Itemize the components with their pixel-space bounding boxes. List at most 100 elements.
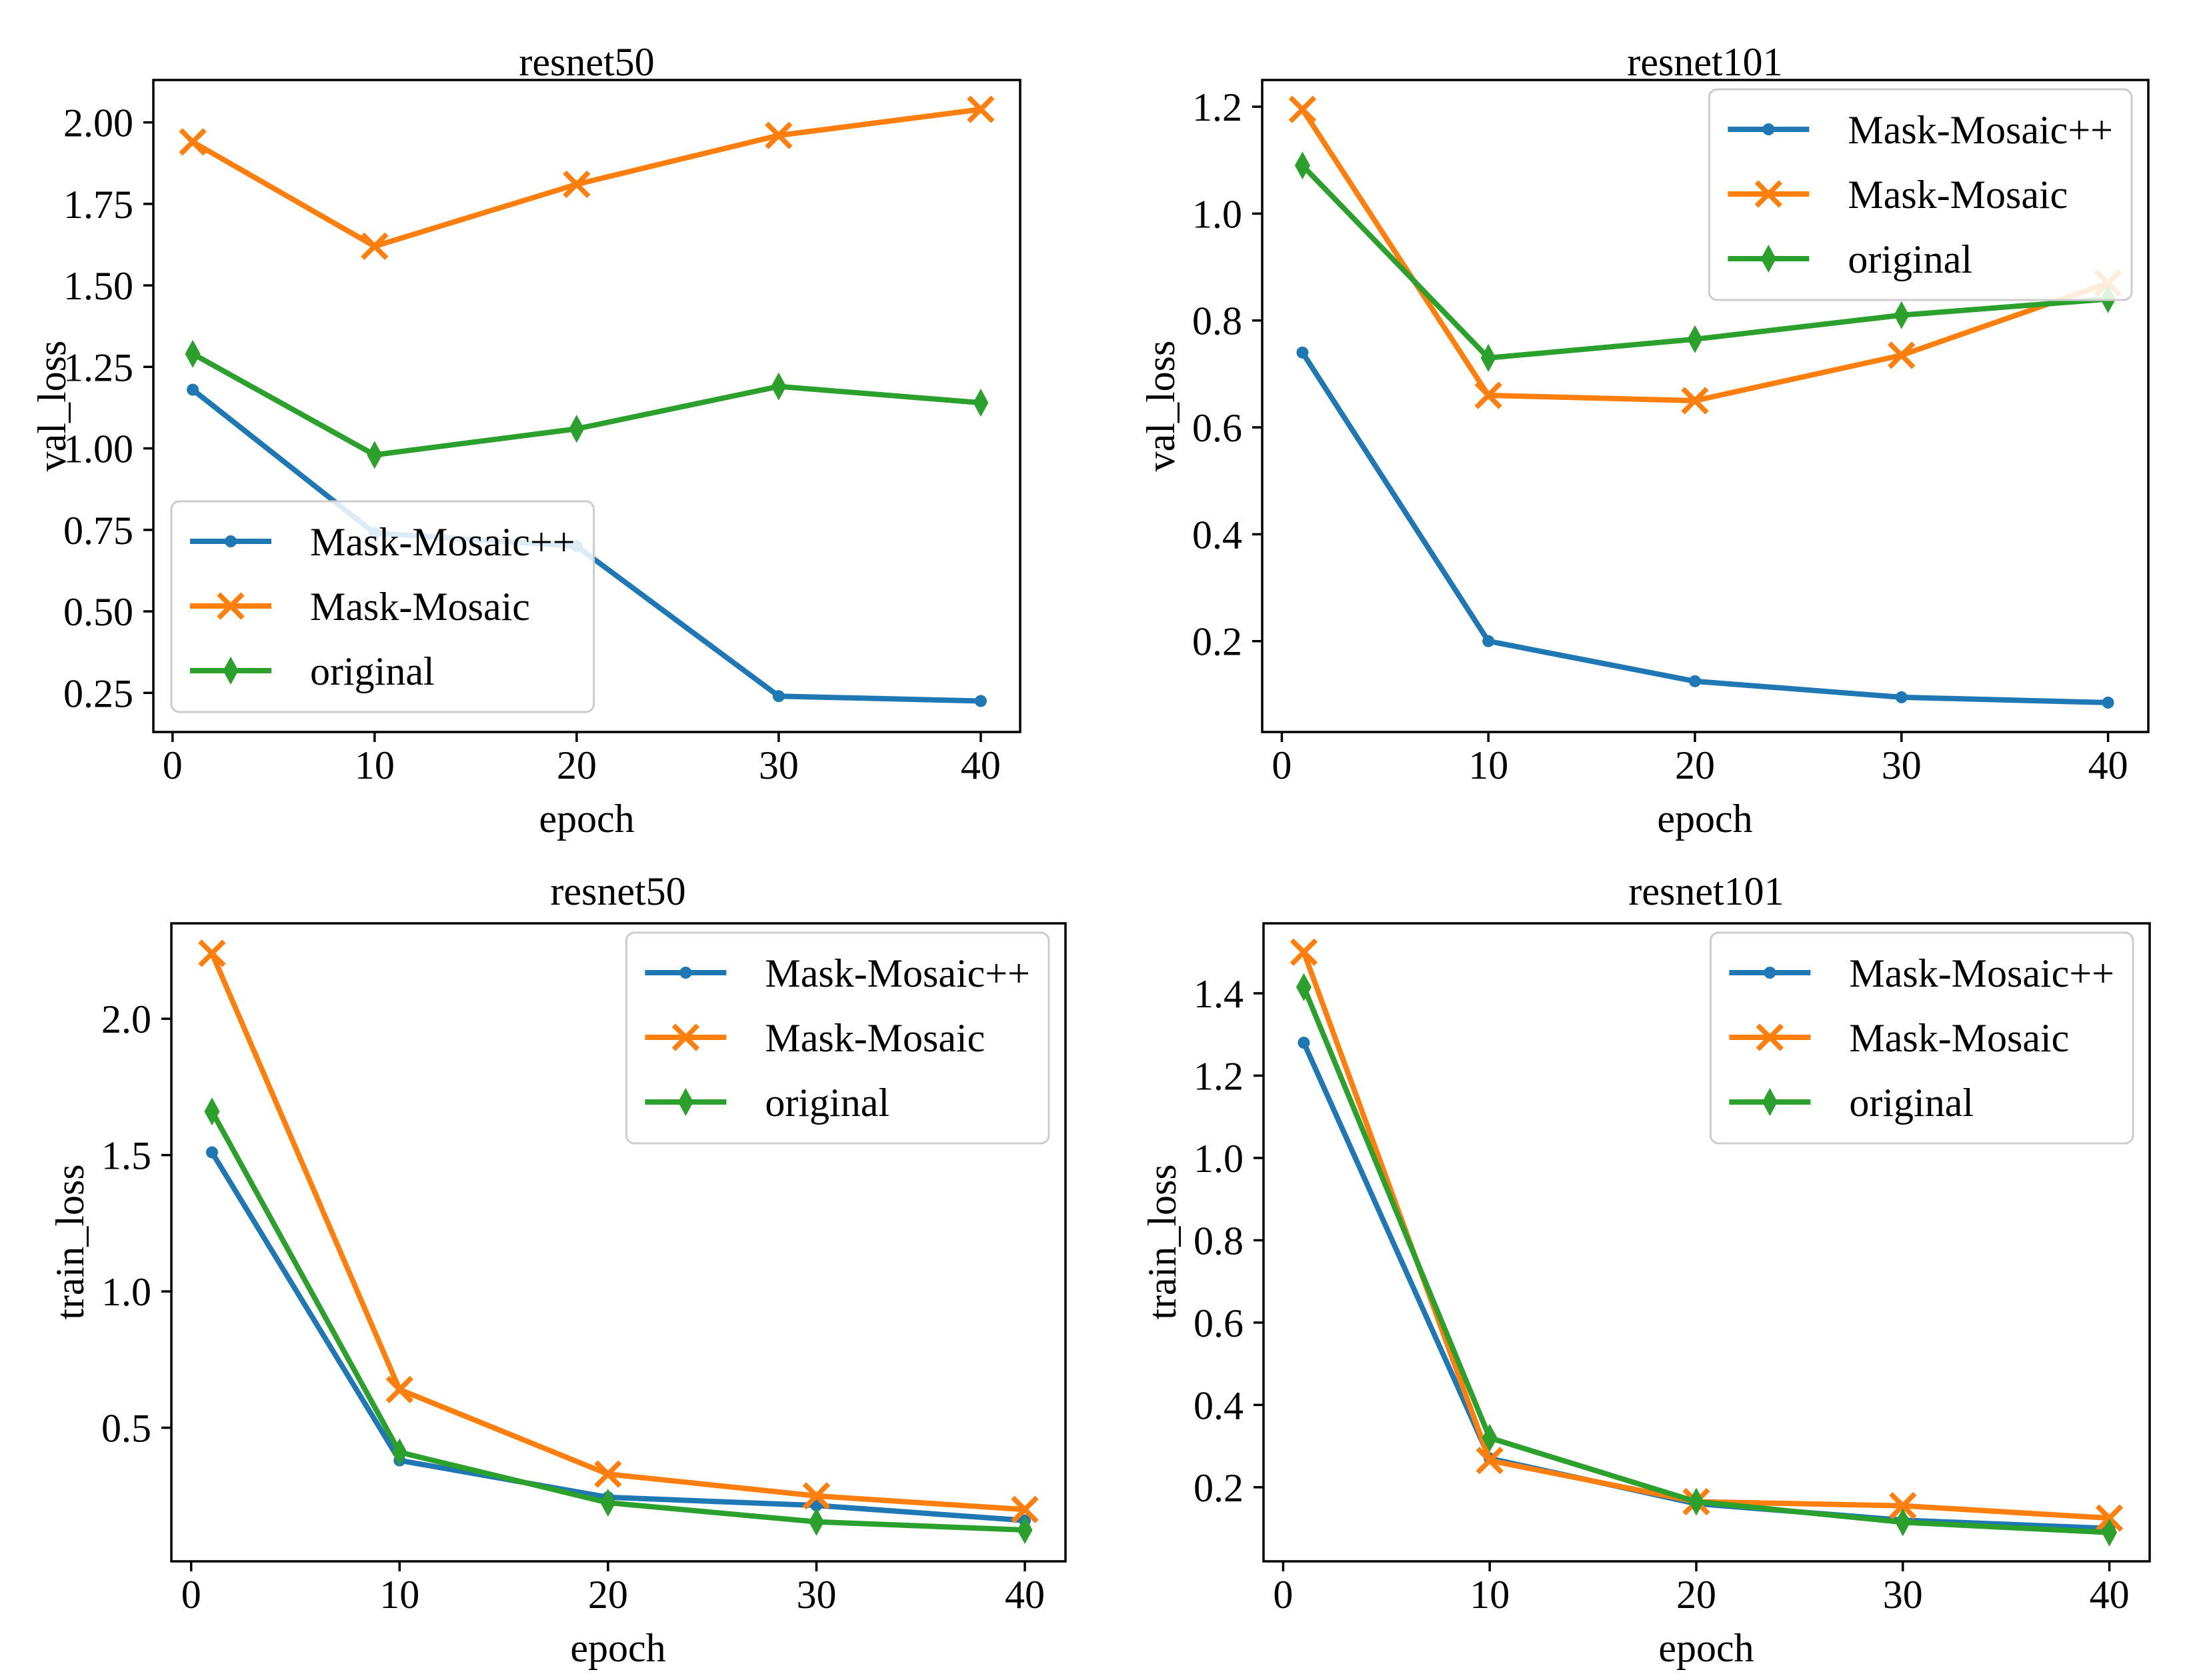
circle-marker-icon	[810, 1499, 823, 1512]
x-marker-icon	[1889, 1491, 1917, 1520]
diamond-marker-icon	[1762, 1088, 1778, 1116]
x-tick-label: 20	[588, 1573, 628, 1617]
series-original	[1296, 973, 2118, 1547]
x-tick-label: 0	[1272, 743, 1292, 787]
x-tick-label: 40	[1005, 1573, 1045, 1617]
x-tick-label: 40	[2090, 1573, 2130, 1617]
chart-resnet101-train-loss: resnet101 epoch train_loss 0 10 20 30 400.20…	[1140, 869, 2151, 1670]
diamond-marker-icon	[1894, 301, 1910, 329]
y-tick-label: 0.2	[1194, 1466, 1244, 1510]
x-tick-label: 0	[163, 743, 183, 787]
legend-label: original	[1849, 1081, 1974, 1125]
diamond-marker-icon	[1017, 1515, 1033, 1544]
y-tick-label: 0.8	[1192, 299, 1242, 343]
x-tick-label: 20	[557, 743, 597, 787]
x-tick-label: 40	[961, 743, 1001, 787]
circle-marker-icon	[1895, 691, 1908, 703]
diamond-marker-icon	[1480, 343, 1496, 372]
x-marker-icon	[217, 592, 245, 620]
legend-label: original	[310, 649, 435, 693]
x-marker-icon	[765, 121, 793, 149]
plot-area: 0 10 20 30 40 0.2 0.4 0.6 0.8 1.0 1.2 Mask-Mosaic++…	[1192, 79, 2150, 787]
chart-title: resnet50	[519, 40, 654, 84]
legend-label: Mask-Mosaic++	[1848, 108, 2113, 152]
diamond-marker-icon	[600, 1489, 616, 1517]
x-marker-icon	[179, 128, 207, 156]
diamond-marker-icon	[1294, 151, 1310, 180]
diamond-marker-icon	[2102, 1518, 2118, 1547]
x-marker-icon	[1756, 1023, 1784, 1051]
y-axis-label: train_loss	[48, 1164, 92, 1319]
circle-marker-icon	[205, 1146, 218, 1159]
y-tick-label: 1.75	[63, 183, 133, 227]
y-tick-label: 0.6	[1194, 1301, 1244, 1345]
y-tick-label: 1.2	[1194, 1054, 1244, 1098]
diamond-marker-icon	[1688, 1487, 1704, 1516]
diamond-marker-icon	[569, 415, 585, 443]
plot-frame	[1262, 922, 2151, 1563]
series-line	[1300, 349, 2111, 705]
diamond-marker-icon	[185, 339, 201, 368]
y-tick-label: 1.5	[101, 1134, 151, 1178]
x-tick-label: 20	[1676, 1573, 1716, 1617]
x-tick-label: 30	[1882, 743, 1922, 787]
legend-label: Mask-Mosaic	[1848, 173, 2068, 217]
y-tick-label: 1.25	[63, 345, 133, 389]
legend-label: original	[765, 1081, 889, 1125]
diamond-marker-icon	[204, 1097, 220, 1126]
y-tick-label: 0.4	[1192, 513, 1242, 557]
chart-resnet50-val-loss: resnet50 epoch val_loss 0 10 20 30 40 0.25 0.5…	[30, 40, 1021, 841]
legend-entries: Mask-Mosaic++ Mask-Mosaic original	[645, 951, 1030, 1125]
circle-marker-icon	[2102, 696, 2114, 709]
x-marker-icon	[594, 1460, 622, 1488]
x-marker-icon	[1288, 95, 1317, 123]
y-tick-label: 0.2	[1192, 620, 1242, 664]
x-marker-icon	[563, 170, 591, 199]
x-axis-label: epoch	[539, 797, 634, 841]
plot-area: 0 10 20 30 400.51.01.52.0Mask-Mosaic++Mask-M…	[101, 922, 1067, 1617]
circle-marker-icon	[187, 383, 199, 396]
legend-label: Mask-Mosaic	[1849, 1016, 2069, 1060]
x-tick-label: 30	[1883, 1573, 1923, 1617]
diamond-marker-icon	[1760, 245, 1776, 273]
x-marker-icon	[671, 1023, 700, 1051]
circle-marker-icon	[1482, 635, 1495, 647]
y-tick-label: 0.5	[101, 1407, 151, 1451]
diamond-marker-icon	[1687, 325, 1703, 353]
plot-frame	[170, 922, 1067, 1563]
x-marker-icon	[967, 95, 995, 123]
y-tick-label: 1.0	[1194, 1137, 1244, 1181]
series-mask-mosaic	[198, 939, 1039, 1523]
diamond-marker-icon	[1895, 1508, 1911, 1537]
series-line	[190, 107, 983, 249]
circle-marker-icon	[1764, 967, 1776, 979]
legend-label: Mask-Mosaic	[765, 1016, 985, 1060]
legend-label: Mask-Mosaic++	[310, 520, 575, 564]
diamond-marker-icon	[367, 441, 383, 469]
x-tick-label: 40	[2088, 743, 2128, 787]
legend-label: Mask-Mosaic++	[765, 951, 1030, 995]
circle-marker-icon	[679, 967, 692, 979]
x-axis-label: epoch	[1657, 797, 1752, 841]
plot-area: 0 10 20 30 40 0.2 0.4 0.6 0.8 1.0 1.2 1.4 Mask-Mosai…	[1194, 922, 2151, 1617]
circle-marker-icon	[1298, 1037, 1310, 1049]
circle-marker-icon	[1689, 675, 1702, 687]
legend: Mask-Mosaic++ Mask-Mosaic original	[1709, 931, 2134, 1145]
chart-title: resnet101	[1628, 869, 1784, 913]
x-tick-label: 30	[759, 743, 799, 787]
y-tick-label: 1.00	[63, 427, 133, 471]
y-tick-label: 0.25	[63, 671, 133, 715]
y-tick-label: 2.00	[63, 101, 133, 145]
plot-area: 0 10 20 30 40 0.25 0.50 0.75 1.00 1.25 1.50 1.75 2.0…	[63, 79, 1021, 787]
x-axis-label: epoch	[1658, 1626, 1754, 1670]
legend-label: original	[1848, 237, 1972, 281]
legend-entries: Mask-Mosaic++ Mask-Mosaic original	[1728, 108, 2113, 281]
plot-frame	[1261, 79, 2150, 733]
y-tick-label: 0.6	[1192, 406, 1242, 450]
y-tick-label: 2.0	[101, 997, 151, 1041]
legend-box	[625, 931, 1050, 1145]
legend-box	[170, 500, 595, 713]
x-marker-icon	[1290, 938, 1318, 966]
chart-resnet101-val-loss: resnet101 epoch val_loss 0 10 20 30 40 0.2 0.4…	[1139, 40, 2150, 841]
